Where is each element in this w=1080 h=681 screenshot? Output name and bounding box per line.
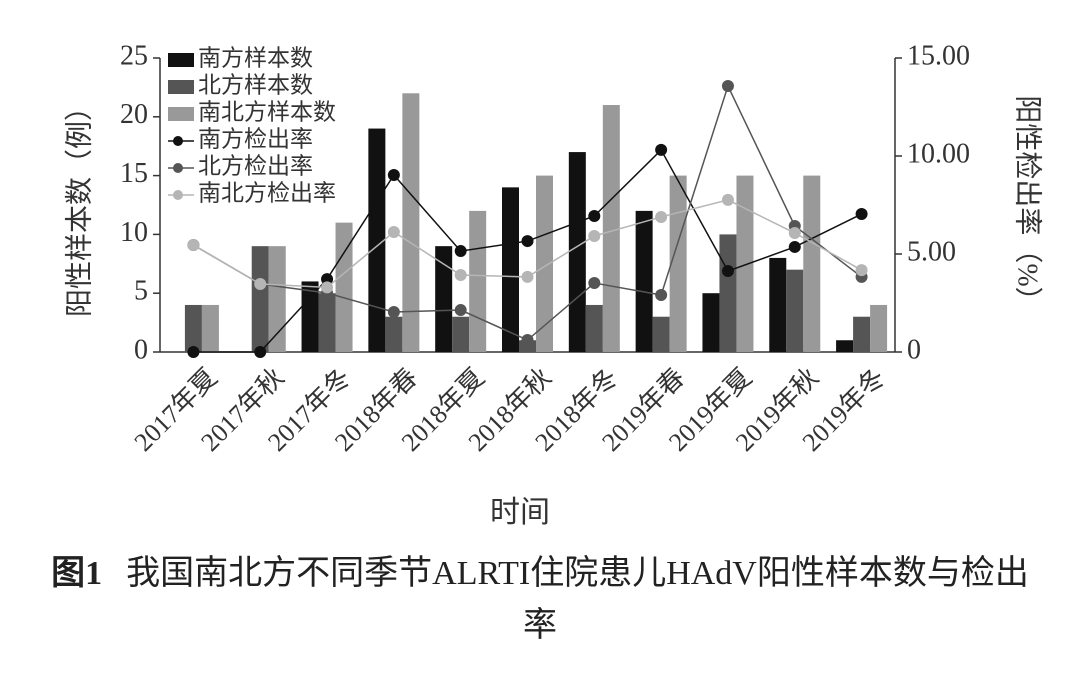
caption: 图1 我国南北方不同季节ALRTI住院患儿HAdV阳性样本数与检出率 (40, 548, 1040, 652)
y2-tick-label: 0 (907, 334, 921, 365)
bar (184, 304, 202, 352)
marker (187, 238, 200, 251)
marker (788, 227, 801, 240)
marker (855, 264, 868, 277)
caption-label: 图1 (51, 555, 103, 592)
marker (454, 245, 467, 258)
bar (669, 175, 687, 352)
legend-marker (173, 136, 183, 146)
bar (786, 269, 804, 352)
marker (655, 143, 668, 156)
marker (521, 334, 534, 347)
bar (602, 105, 620, 352)
marker (588, 277, 601, 290)
bar (836, 340, 854, 352)
bar (702, 293, 720, 352)
marker (655, 288, 668, 301)
legend-marker (173, 190, 183, 200)
bar (335, 222, 353, 352)
bar (435, 246, 453, 352)
legend-swatch (168, 80, 194, 94)
marker (187, 346, 200, 358)
legend-label: 南方检出率 (198, 126, 313, 151)
y-tick-label: 5 (134, 276, 148, 307)
bar (502, 187, 519, 352)
bar (452, 316, 470, 352)
bar (469, 210, 487, 352)
legend-label: 南北方检出率 (198, 180, 336, 205)
marker (454, 304, 467, 317)
marker (387, 306, 400, 319)
bar (519, 340, 536, 352)
marker (321, 273, 334, 286)
marker (721, 193, 734, 206)
bar (853, 316, 871, 352)
marker (721, 80, 734, 93)
marker (855, 208, 868, 221)
y-tick-label: 15 (120, 158, 148, 189)
bar (635, 210, 653, 352)
marker (454, 268, 467, 281)
marker (387, 226, 400, 239)
x-axis-title: 时间 (490, 496, 550, 529)
bar (536, 175, 553, 352)
y2-tick-label: 15.00 (907, 40, 970, 71)
y-tick-label: 0 (134, 334, 148, 365)
bar (652, 316, 670, 352)
marker (254, 346, 267, 358)
caption-text: 我国南北方不同季节ALRTI住院患儿HAdV阳性样本数与检出率 (126, 555, 1029, 644)
marker (321, 281, 334, 294)
bar (769, 257, 787, 352)
y2-axis-title: 阳性检出率（%） (1012, 95, 1044, 314)
legend-label: 北方样本数 (198, 72, 313, 97)
y2-tick-label: 5.00 (907, 236, 956, 267)
bar (568, 152, 586, 352)
chart: 阳性样本数（例） 阳性检出率（%） 时间 0 5 10 15 20 25 0 5.00 10.0… (63, 40, 1044, 529)
bar (318, 293, 336, 352)
marker (588, 229, 601, 242)
marker (655, 210, 668, 223)
marker (254, 277, 267, 290)
marker (521, 235, 534, 248)
y-tick-label: 25 (120, 40, 148, 71)
marker (521, 270, 534, 283)
marker (721, 265, 734, 278)
bar (268, 246, 286, 352)
marker (387, 169, 400, 182)
marker (588, 209, 601, 222)
legend-swatch (168, 53, 194, 67)
legend-marker (173, 163, 183, 173)
bar (402, 93, 420, 352)
y-tick-label: 20 (120, 99, 148, 130)
legend-label: 北方检出率 (198, 153, 313, 178)
bar (719, 234, 737, 352)
legend-swatch (168, 107, 194, 121)
y2-tick-label: 10.00 (907, 138, 970, 169)
bar (803, 175, 821, 352)
y-tick-label: 10 (120, 217, 148, 248)
bar (201, 304, 219, 352)
y-axis-title: 阳性样本数（例） (63, 93, 95, 317)
bar (251, 246, 269, 352)
bar (368, 128, 386, 352)
bar (870, 304, 888, 352)
marker (788, 240, 801, 253)
bar (385, 316, 403, 352)
bar (301, 281, 319, 352)
bar (585, 304, 603, 352)
legend-label: 南方样本数 (198, 45, 313, 70)
legend-label: 南北方样本数 (198, 99, 336, 124)
bar (736, 175, 754, 352)
